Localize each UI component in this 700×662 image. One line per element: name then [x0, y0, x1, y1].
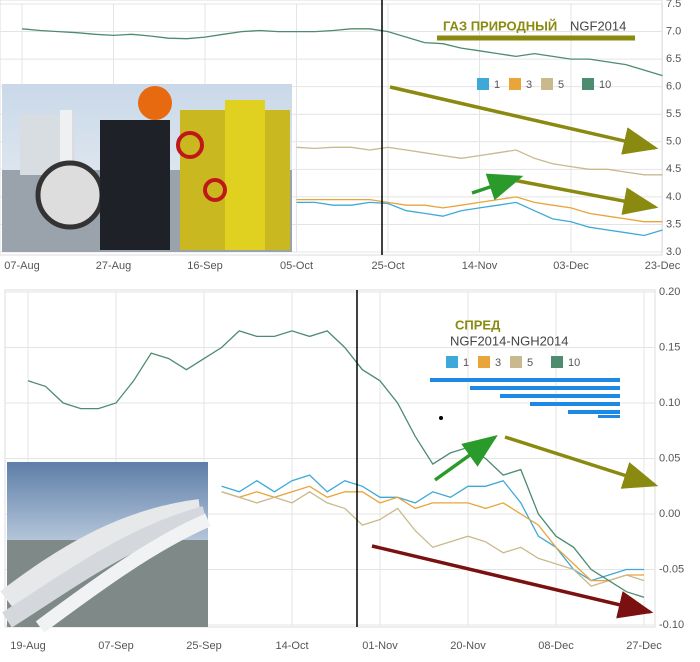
- y-tick-label: 0.10: [659, 397, 680, 409]
- legend-swatch: [541, 78, 553, 90]
- legend-swatch: [509, 78, 521, 90]
- legend-label: 1: [463, 357, 469, 369]
- legend-label: 1: [494, 79, 500, 91]
- y-tick-label: 0.05: [659, 452, 680, 464]
- y-tick-label: 3.0: [666, 246, 681, 258]
- y-tick-label: 0.00: [659, 508, 680, 520]
- x-tick-label: 03-Dec: [553, 260, 589, 272]
- legend-label: 10: [599, 79, 611, 91]
- legend-label: 10: [568, 357, 580, 369]
- y-tick-label: 0.15: [659, 341, 680, 353]
- legend-swatch: [477, 78, 489, 90]
- y-tick-label: 0.20: [659, 286, 680, 298]
- y-tick-label: 5.5: [666, 108, 681, 120]
- legend-swatch: [582, 78, 594, 90]
- chart-title: СПРЕД: [455, 317, 501, 332]
- legend-label: 5: [558, 79, 564, 91]
- series-line: [221, 485, 644, 582]
- series-line: [296, 196, 663, 223]
- x-tick-label: 07-Aug: [4, 260, 39, 272]
- series-line: [21, 28, 663, 77]
- x-tick-label: 07-Sep: [98, 640, 133, 652]
- gas-worker-photo: [2, 84, 292, 252]
- pipeline-photo: [0, 462, 211, 633]
- x-tick-label: 08-Dec: [538, 640, 574, 652]
- series-line: [296, 201, 663, 237]
- chart-subtitle: NGF2014: [570, 18, 626, 33]
- legend-swatch: [446, 356, 458, 368]
- x-tick-label: 05-Oct: [280, 260, 313, 272]
- x-tick-label: 19-Aug: [10, 640, 45, 652]
- decor-bars: [430, 378, 620, 420]
- y-tick-label: 4.5: [666, 163, 681, 175]
- legend-label: 3: [495, 357, 501, 369]
- x-tick-label: 27-Aug: [96, 260, 131, 272]
- legend-swatch: [551, 356, 563, 368]
- x-tick-label: 20-Nov: [450, 640, 486, 652]
- y-tick-label: 6.0: [666, 81, 681, 93]
- x-tick-label: 25-Sep: [186, 640, 221, 652]
- y-tick-label: 3.5: [666, 218, 681, 230]
- x-tick-label: 14-Nov: [462, 260, 498, 272]
- y-tick-label: 7.5: [666, 0, 681, 10]
- y-tick-label: -0.10: [659, 619, 684, 631]
- legend-swatch: [478, 356, 490, 368]
- legend-label: 3: [526, 79, 532, 91]
- x-tick-label: 25-Oct: [371, 260, 404, 272]
- x-tick-label: 23-Dec: [645, 260, 681, 272]
- legend-label: 5: [527, 357, 533, 369]
- y-tick-label: 7.0: [666, 25, 681, 37]
- y-tick-label: -0.05: [659, 563, 684, 575]
- x-tick-label: 16-Sep: [187, 260, 222, 272]
- x-tick-label: 27-Dec: [626, 640, 662, 652]
- y-tick-label: 4.0: [666, 191, 681, 203]
- legend-swatch: [510, 356, 522, 368]
- x-tick-label: 01-Nov: [362, 640, 398, 652]
- series-line: [27, 330, 645, 598]
- trend-arrows: [371, 85, 659, 619]
- chart-title: ГАЗ ПРИРОДНЫЙ: [443, 18, 557, 33]
- chart-subtitle: NGF2014-NGH2014: [450, 333, 569, 348]
- y-tick-label: 6.5: [666, 53, 681, 65]
- x-tick-label: 14-Oct: [275, 640, 308, 652]
- series-line: [221, 491, 645, 587]
- y-tick-label: 5.0: [666, 136, 681, 148]
